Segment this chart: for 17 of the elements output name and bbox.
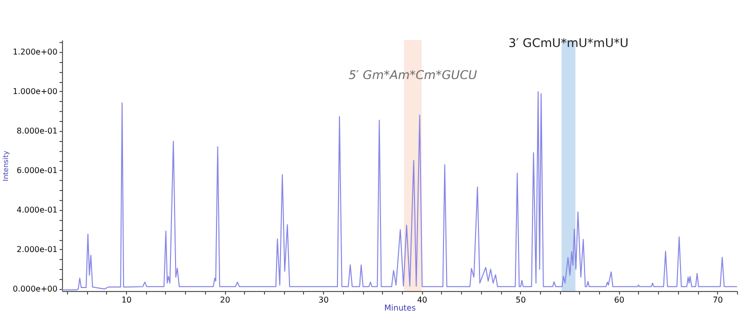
y-tick-label: 1.000e+00: [12, 86, 58, 96]
x-axis-title: Minutes: [384, 304, 416, 311]
x-tick-label: 40: [417, 296, 428, 304]
band-label: 5′ Gm*Am*Cm*GUCU: [348, 68, 478, 82]
y-tick-label: 0.000e+00: [12, 284, 58, 294]
y-tick-label: 4.000e-01: [16, 205, 58, 214]
x-tick-label: 10: [121, 296, 132, 304]
x-tick-label: 50: [516, 296, 526, 304]
y-tick-label: 6.000e-01: [16, 166, 58, 175]
y-tick-label: 2.000e-01: [16, 244, 58, 254]
y-tick-label: 1.200e+00: [12, 47, 58, 56]
x-tick-label: 20: [220, 296, 230, 304]
x-tick-label: 30: [318, 296, 329, 304]
x-tick-label: 70: [712, 296, 723, 304]
band-label: 3′ GCmU*mU*mU*U: [508, 36, 629, 50]
y-tick-label: 8.000e-01: [16, 126, 58, 136]
x-tick-label: 60: [614, 296, 624, 304]
